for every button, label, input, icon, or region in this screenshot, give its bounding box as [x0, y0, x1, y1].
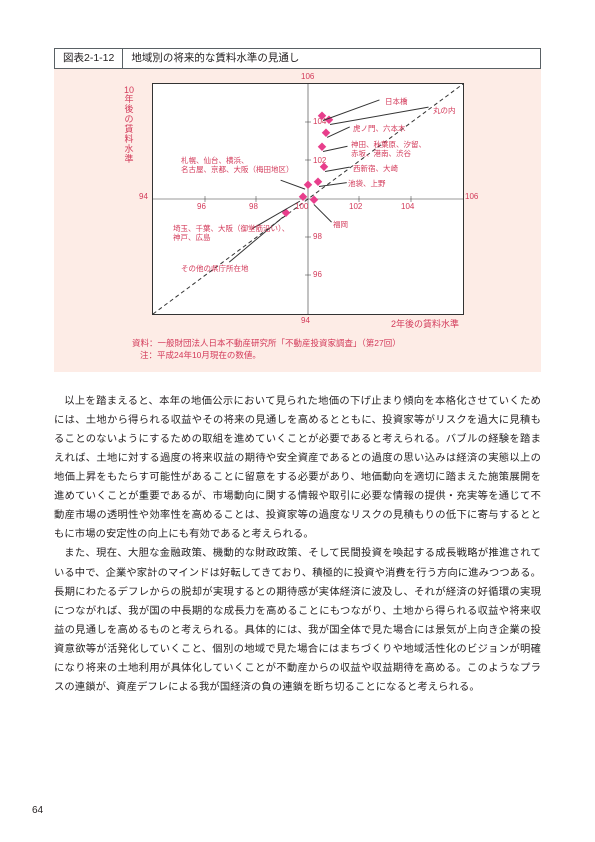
- label-ikebukuro: 池袋、上野: [348, 179, 386, 188]
- page-number: 64: [32, 805, 43, 816]
- y-tick: 94: [301, 316, 310, 325]
- label-toranomon: 虎ノ門、六本木: [353, 124, 406, 133]
- x-tick: 98: [249, 202, 258, 211]
- y-tick: 106: [301, 72, 314, 81]
- label-nishishinjuku: 西新宿、大崎: [353, 164, 398, 173]
- figure-title-text: 地域別の将来的な賃料水準の見通し: [123, 49, 307, 68]
- paragraph-1: 以上を踏まえると、本年の地価公示において見られた地価の下げ止まり傾向を本格化させ…: [54, 392, 541, 544]
- label-saitama: 埼玉、千葉、大阪（御堂筋沿い）、 神戸、広島: [173, 224, 289, 242]
- figure-title-bar: 図表2-1-12 地域別の将来的な賃料水準の見通し: [54, 48, 541, 69]
- label-sonota: その他の県庁所在地: [181, 264, 249, 273]
- label-nihonbashi: 日本橋: [385, 97, 408, 106]
- x-tick: 96: [197, 202, 206, 211]
- chart-caption: 資料：一般財団法人日本不動産研究所「不動産投資家調査」（第27回） 注：平成24…: [132, 337, 523, 363]
- x-tick: 94: [139, 192, 148, 201]
- x-axis-label: 2年後の賃料水準: [391, 317, 459, 330]
- x-tick: 102: [349, 202, 362, 211]
- y-axis-label: 10年後の賃料水準: [123, 86, 135, 165]
- x-tick: 104: [401, 202, 414, 211]
- figure-number: 図表2-1-12: [55, 49, 123, 68]
- y-tick: 96: [313, 270, 322, 279]
- page-root: 図表2-1-12 地域別の将来的な賃料水準の見通し 10年後の賃料水準 2年後の…: [0, 0, 595, 842]
- label-fukuoka: 福岡: [333, 220, 348, 229]
- chart-diagonal: [153, 84, 463, 314]
- scatter-chart: 10年後の賃料水準 2年後の賃料水準 94 96 98 100 102 104 …: [152, 83, 464, 315]
- x-tick: 106: [465, 192, 478, 201]
- chart-note: 注：平成24年10月現在の数値。: [140, 350, 261, 360]
- chart-source: 資料：一般財団法人日本不動産研究所「不動産投資家調査」（第27回）: [132, 338, 401, 348]
- label-sapporo: 札幌、仙台、横浜、 名古屋、京都、大阪（梅田地区）: [181, 156, 294, 174]
- body-text: 以上を踏まえると、本年の地価公示において見られた地価の下げ止まり傾向を本格化させ…: [54, 392, 541, 697]
- label-kanda: 神田、秋葉原、汐留、 赤坂、港南、渋谷: [351, 140, 426, 158]
- label-marunouchi: 丸の内: [433, 106, 456, 115]
- chart-area: 10年後の賃料水準 2年後の賃料水準 94 96 98 100 102 104 …: [54, 69, 541, 373]
- y-tick: 98: [313, 232, 322, 241]
- paragraph-2: また、現在、大胆な金融政策、機動的な財政政策、そして民間投資を喚起する成長戦略が…: [54, 544, 541, 696]
